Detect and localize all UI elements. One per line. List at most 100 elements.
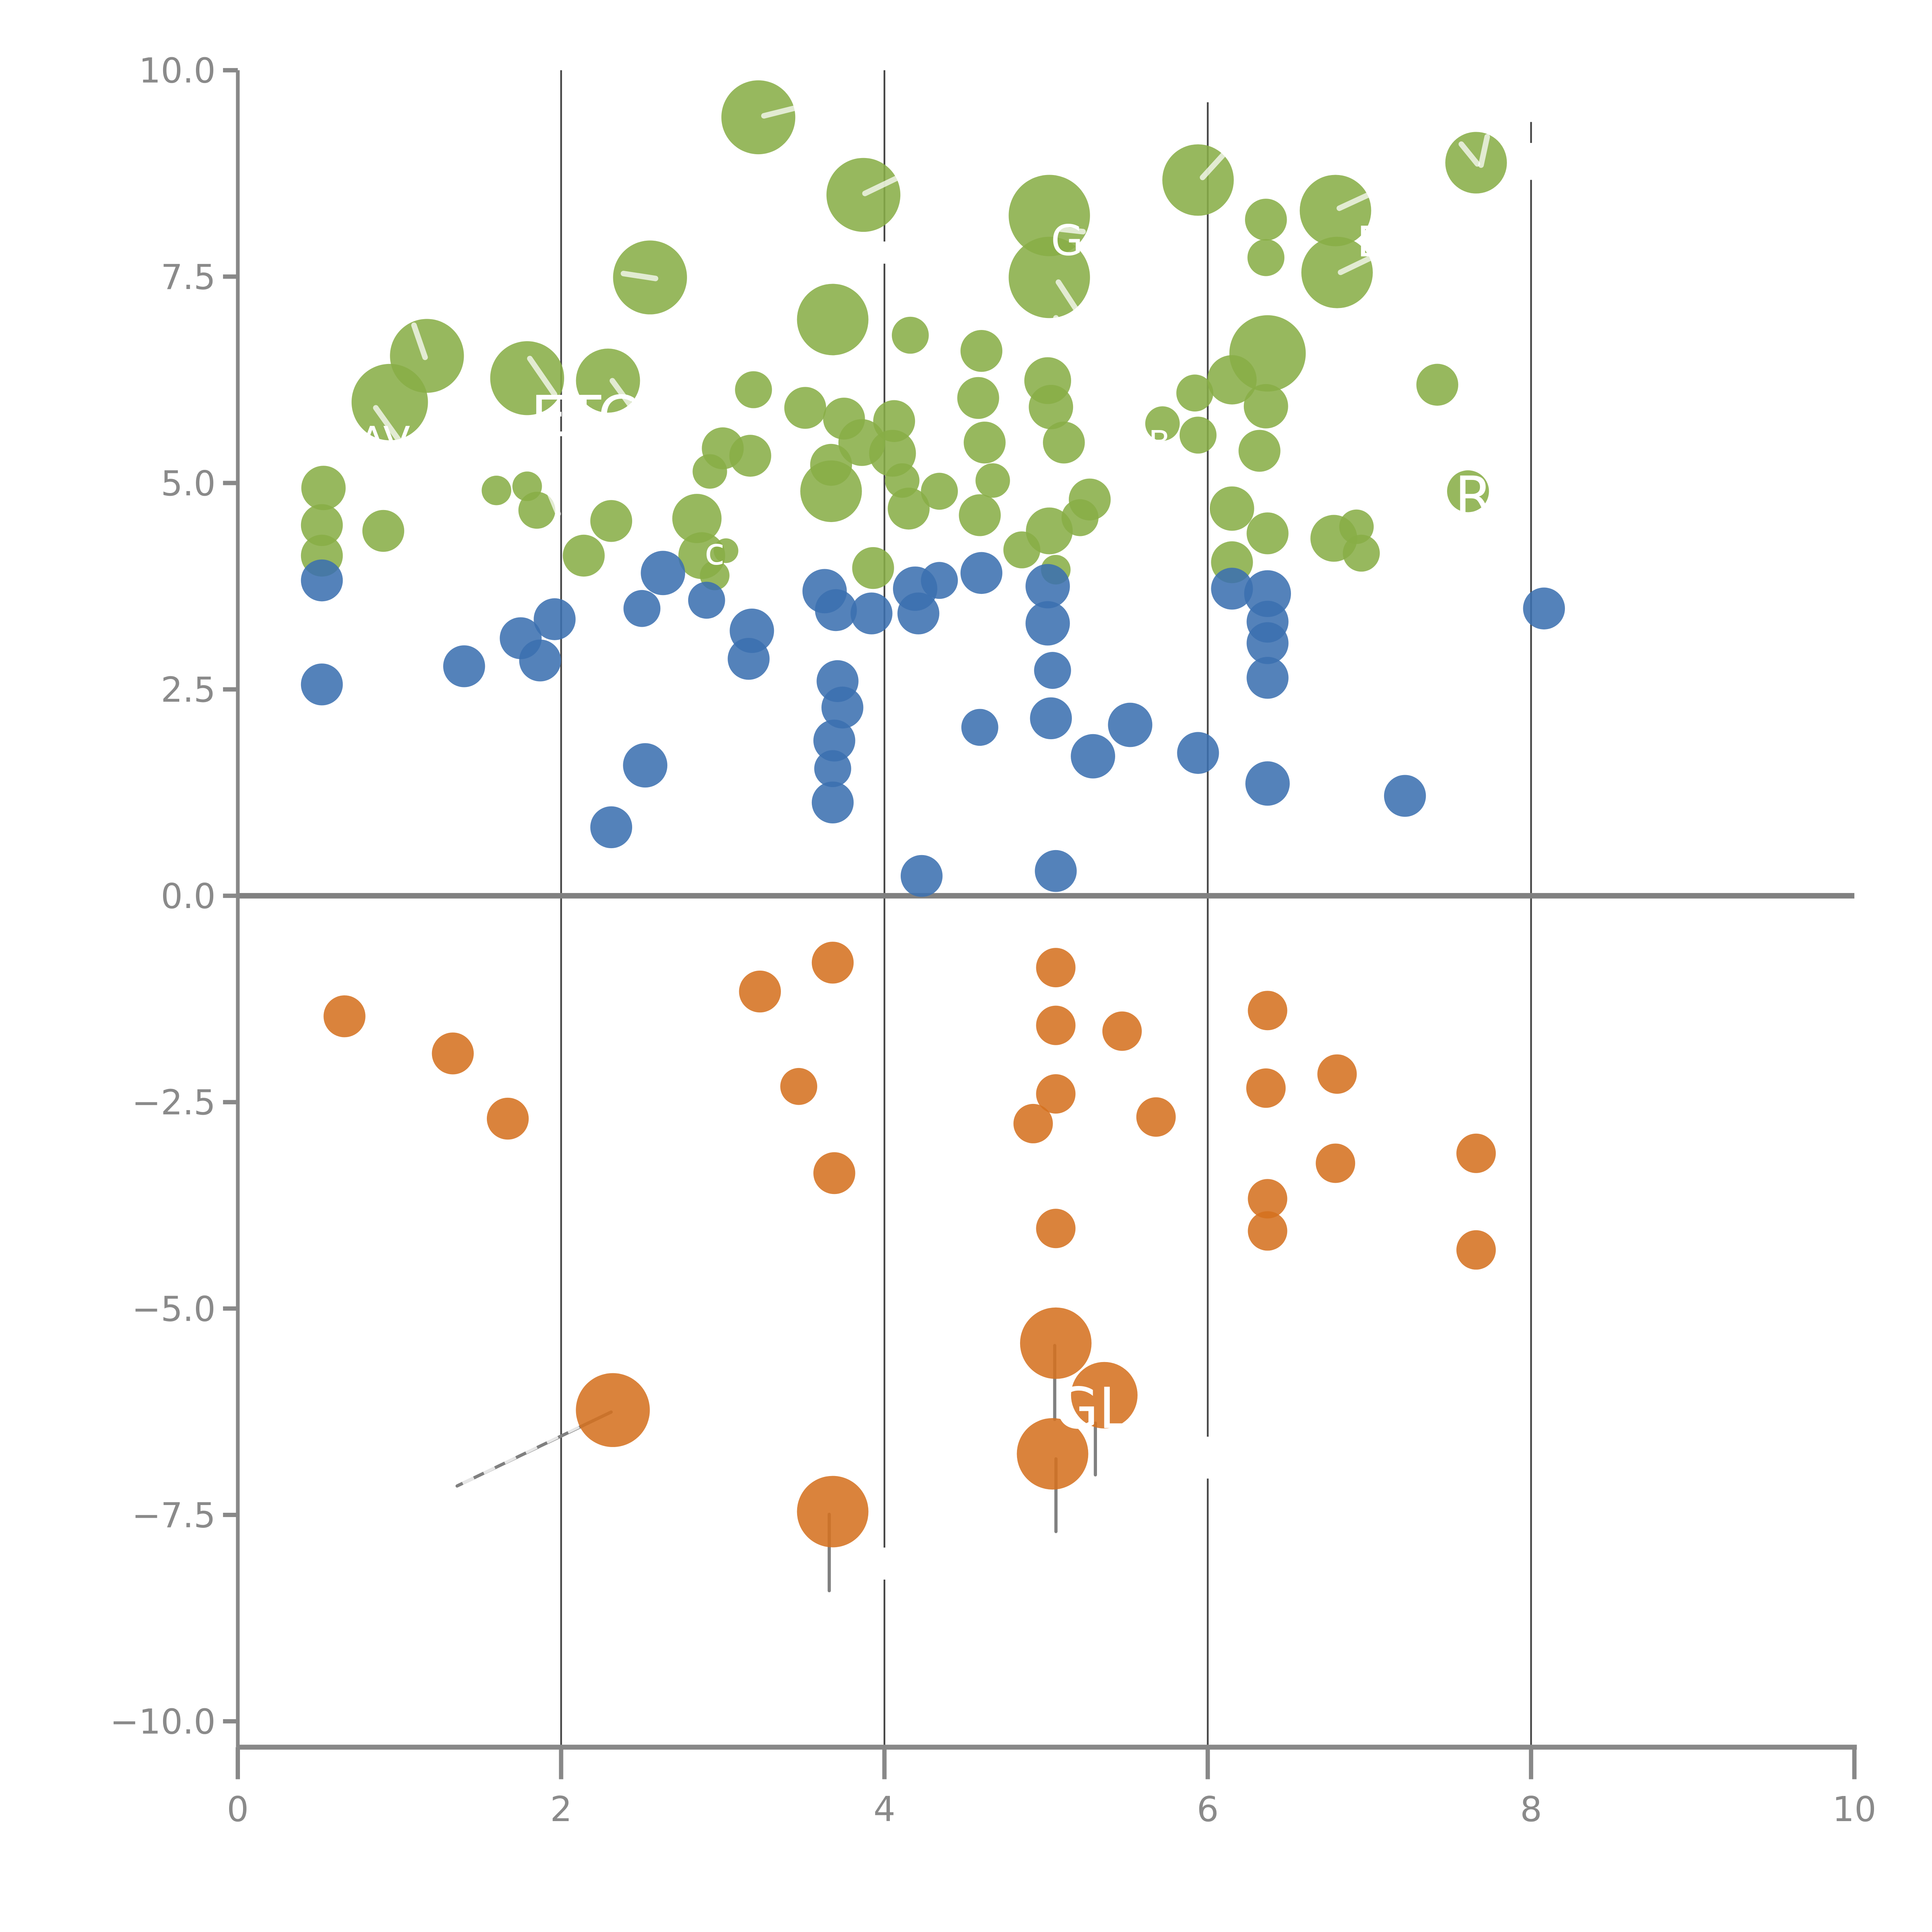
data-point-orange-bubbles[interactable] <box>1316 1143 1355 1183</box>
data-point-blue-bubbles[interactable] <box>821 686 864 729</box>
data-point-green-bubbles[interactable] <box>1069 478 1111 520</box>
data-point-blue-bubbles[interactable] <box>815 589 857 631</box>
data-point-green-bubbles[interactable] <box>512 471 542 501</box>
data-point-green-bubbles[interactable] <box>301 466 346 510</box>
data-point-green-bubbles[interactable] <box>1043 422 1085 464</box>
data-point-blue-bubbles[interactable] <box>1034 652 1071 689</box>
data-point-blue-bubbles[interactable] <box>1384 775 1426 817</box>
data-point-orange-bubbles[interactable] <box>432 1032 474 1075</box>
data-point-orange-bubbles[interactable] <box>323 995 366 1037</box>
data-point-green-bubbles[interactable] <box>1343 534 1380 572</box>
data-point-green-bubbles[interactable] <box>892 316 929 354</box>
data-point-green-bubbles[interactable] <box>852 547 894 589</box>
data-point-blue-bubbles[interactable] <box>1247 657 1289 699</box>
data-point-green-bubbles[interactable] <box>1243 384 1288 429</box>
data-point-blue-bubbles[interactable] <box>1177 732 1219 774</box>
data-point-orange-bubbles[interactable] <box>1020 1307 1092 1379</box>
data-point-blue-bubbles[interactable] <box>1071 734 1115 779</box>
data-point-blue-bubbles[interactable] <box>1026 601 1070 646</box>
data-point-green-bubbles[interactable] <box>1029 385 1073 429</box>
data-point-green-bubbles[interactable] <box>1145 406 1180 441</box>
data-point-blue-bubbles[interactable] <box>960 552 1003 594</box>
data-point-blue-bubbles[interactable] <box>961 709 998 746</box>
data-point-blue-bubbles[interactable] <box>443 645 485 687</box>
data-point-green-bubbles[interactable] <box>1238 430 1281 472</box>
data-point-orange-bubbles[interactable] <box>1013 1104 1053 1143</box>
data-point-orange-bubbles[interactable] <box>1456 1133 1496 1173</box>
data-point-orange-bubbles[interactable] <box>780 1068 817 1105</box>
data-point-green-bubbles[interactable] <box>1247 512 1289 554</box>
data-point-green-bubbles[interactable] <box>964 422 1006 464</box>
data-point-orange-bubbles[interactable] <box>739 970 781 1013</box>
data-point-blue-bubbles[interactable] <box>728 638 770 680</box>
data-point-blue-bubbles[interactable] <box>897 592 939 634</box>
data-point-blue-bubbles[interactable] <box>921 562 958 599</box>
data-point-blue-bubbles[interactable] <box>811 781 854 824</box>
data-point-orange-bubbles[interactable] <box>797 1476 869 1548</box>
data-point-blue-bubbles[interactable] <box>623 743 668 788</box>
data-point-blue-bubbles[interactable] <box>641 551 685 595</box>
data-point-green-bubbles[interactable] <box>351 364 428 440</box>
data-point-green-bubbles[interactable] <box>800 460 862 522</box>
data-point-green-bubbles[interactable] <box>888 488 930 530</box>
data-point-blue-bubbles[interactable] <box>1035 850 1077 892</box>
data-point-green-bubbles[interactable] <box>1176 374 1213 412</box>
data-point-orange-bubbles[interactable] <box>486 1097 529 1140</box>
data-point-blue-bubbles[interactable] <box>301 663 343 706</box>
data-point-blue-bubbles[interactable] <box>1030 697 1072 740</box>
data-point-green-bubbles[interactable] <box>721 80 796 155</box>
data-point-green-bubbles[interactable] <box>921 473 958 510</box>
data-point-green-bubbles[interactable] <box>797 284 869 355</box>
data-point-green-bubbles[interactable] <box>1301 236 1373 308</box>
data-point-orange-bubbles[interactable] <box>1036 1005 1076 1045</box>
data-point-blue-bubbles[interactable] <box>1108 702 1153 747</box>
data-point-orange-bubbles[interactable] <box>1071 1362 1138 1429</box>
data-point-green-bubbles[interactable] <box>1179 417 1217 454</box>
data-point-blue-bubbles[interactable] <box>1247 622 1289 664</box>
data-point-orange-bubbles[interactable] <box>576 1373 650 1447</box>
data-point-green-bubbles[interactable] <box>960 330 1003 372</box>
data-point-green-bubbles[interactable] <box>672 494 722 543</box>
data-point-green-bubbles[interactable] <box>1245 199 1287 241</box>
data-point-orange-bubbles[interactable] <box>813 1152 855 1194</box>
data-point-blue-bubbles[interactable] <box>1245 761 1290 806</box>
data-point-blue-bubbles[interactable] <box>301 559 343 602</box>
data-point-green-bubbles[interactable] <box>1209 486 1254 531</box>
data-point-green-bubbles[interactable] <box>729 435 771 477</box>
data-point-orange-bubbles[interactable] <box>1317 1054 1357 1094</box>
data-point-blue-bubbles[interactable] <box>534 598 576 640</box>
data-point-green-bubbles[interactable] <box>714 538 738 563</box>
data-point-green-bubbles[interactable] <box>301 504 343 546</box>
data-point-orange-bubbles[interactable] <box>1036 1074 1076 1114</box>
data-point-blue-bubbles[interactable] <box>900 855 943 897</box>
data-point-green-bubbles[interactable] <box>1416 364 1458 406</box>
data-point-orange-bubbles[interactable] <box>1036 1209 1076 1248</box>
data-point-blue-bubbles[interactable] <box>1026 564 1070 609</box>
data-point-orange-bubbles[interactable] <box>1248 1179 1287 1219</box>
data-point-orange-bubbles[interactable] <box>811 942 854 984</box>
data-point-blue-bubbles[interactable] <box>688 582 725 619</box>
data-point-green-bubbles[interactable] <box>481 475 512 505</box>
data-point-green-bubbles[interactable] <box>590 500 633 542</box>
data-point-green-bubbles[interactable] <box>692 454 727 489</box>
data-point-orange-bubbles[interactable] <box>1017 1418 1088 1490</box>
data-point-orange-bubbles[interactable] <box>1102 1011 1142 1051</box>
data-point-green-bubbles[interactable] <box>957 377 999 419</box>
data-point-green-bubbles[interactable] <box>1247 239 1285 276</box>
data-point-orange-bubbles[interactable] <box>1248 1211 1287 1251</box>
data-point-green-bubbles[interactable] <box>1207 355 1257 405</box>
data-point-orange-bubbles[interactable] <box>1248 991 1287 1031</box>
data-point-green-bubbles[interactable] <box>975 463 1010 498</box>
data-point-green-bubbles[interactable] <box>1026 507 1073 554</box>
data-point-green-bubbles[interactable] <box>735 371 772 408</box>
data-point-blue-bubbles[interactable] <box>1523 587 1565 629</box>
data-point-blue-bubbles[interactable] <box>623 590 661 627</box>
data-point-green-bubbles[interactable] <box>362 510 405 552</box>
data-point-blue-bubbles[interactable] <box>519 639 561 682</box>
data-point-orange-bubbles[interactable] <box>1036 948 1076 988</box>
data-point-blue-bubbles[interactable] <box>813 719 855 762</box>
data-point-orange-bubbles[interactable] <box>1456 1230 1496 1270</box>
data-point-blue-bubbles[interactable] <box>814 750 851 787</box>
data-point-orange-bubbles[interactable] <box>1246 1068 1286 1108</box>
data-point-green-bubbles[interactable] <box>1009 175 1090 257</box>
